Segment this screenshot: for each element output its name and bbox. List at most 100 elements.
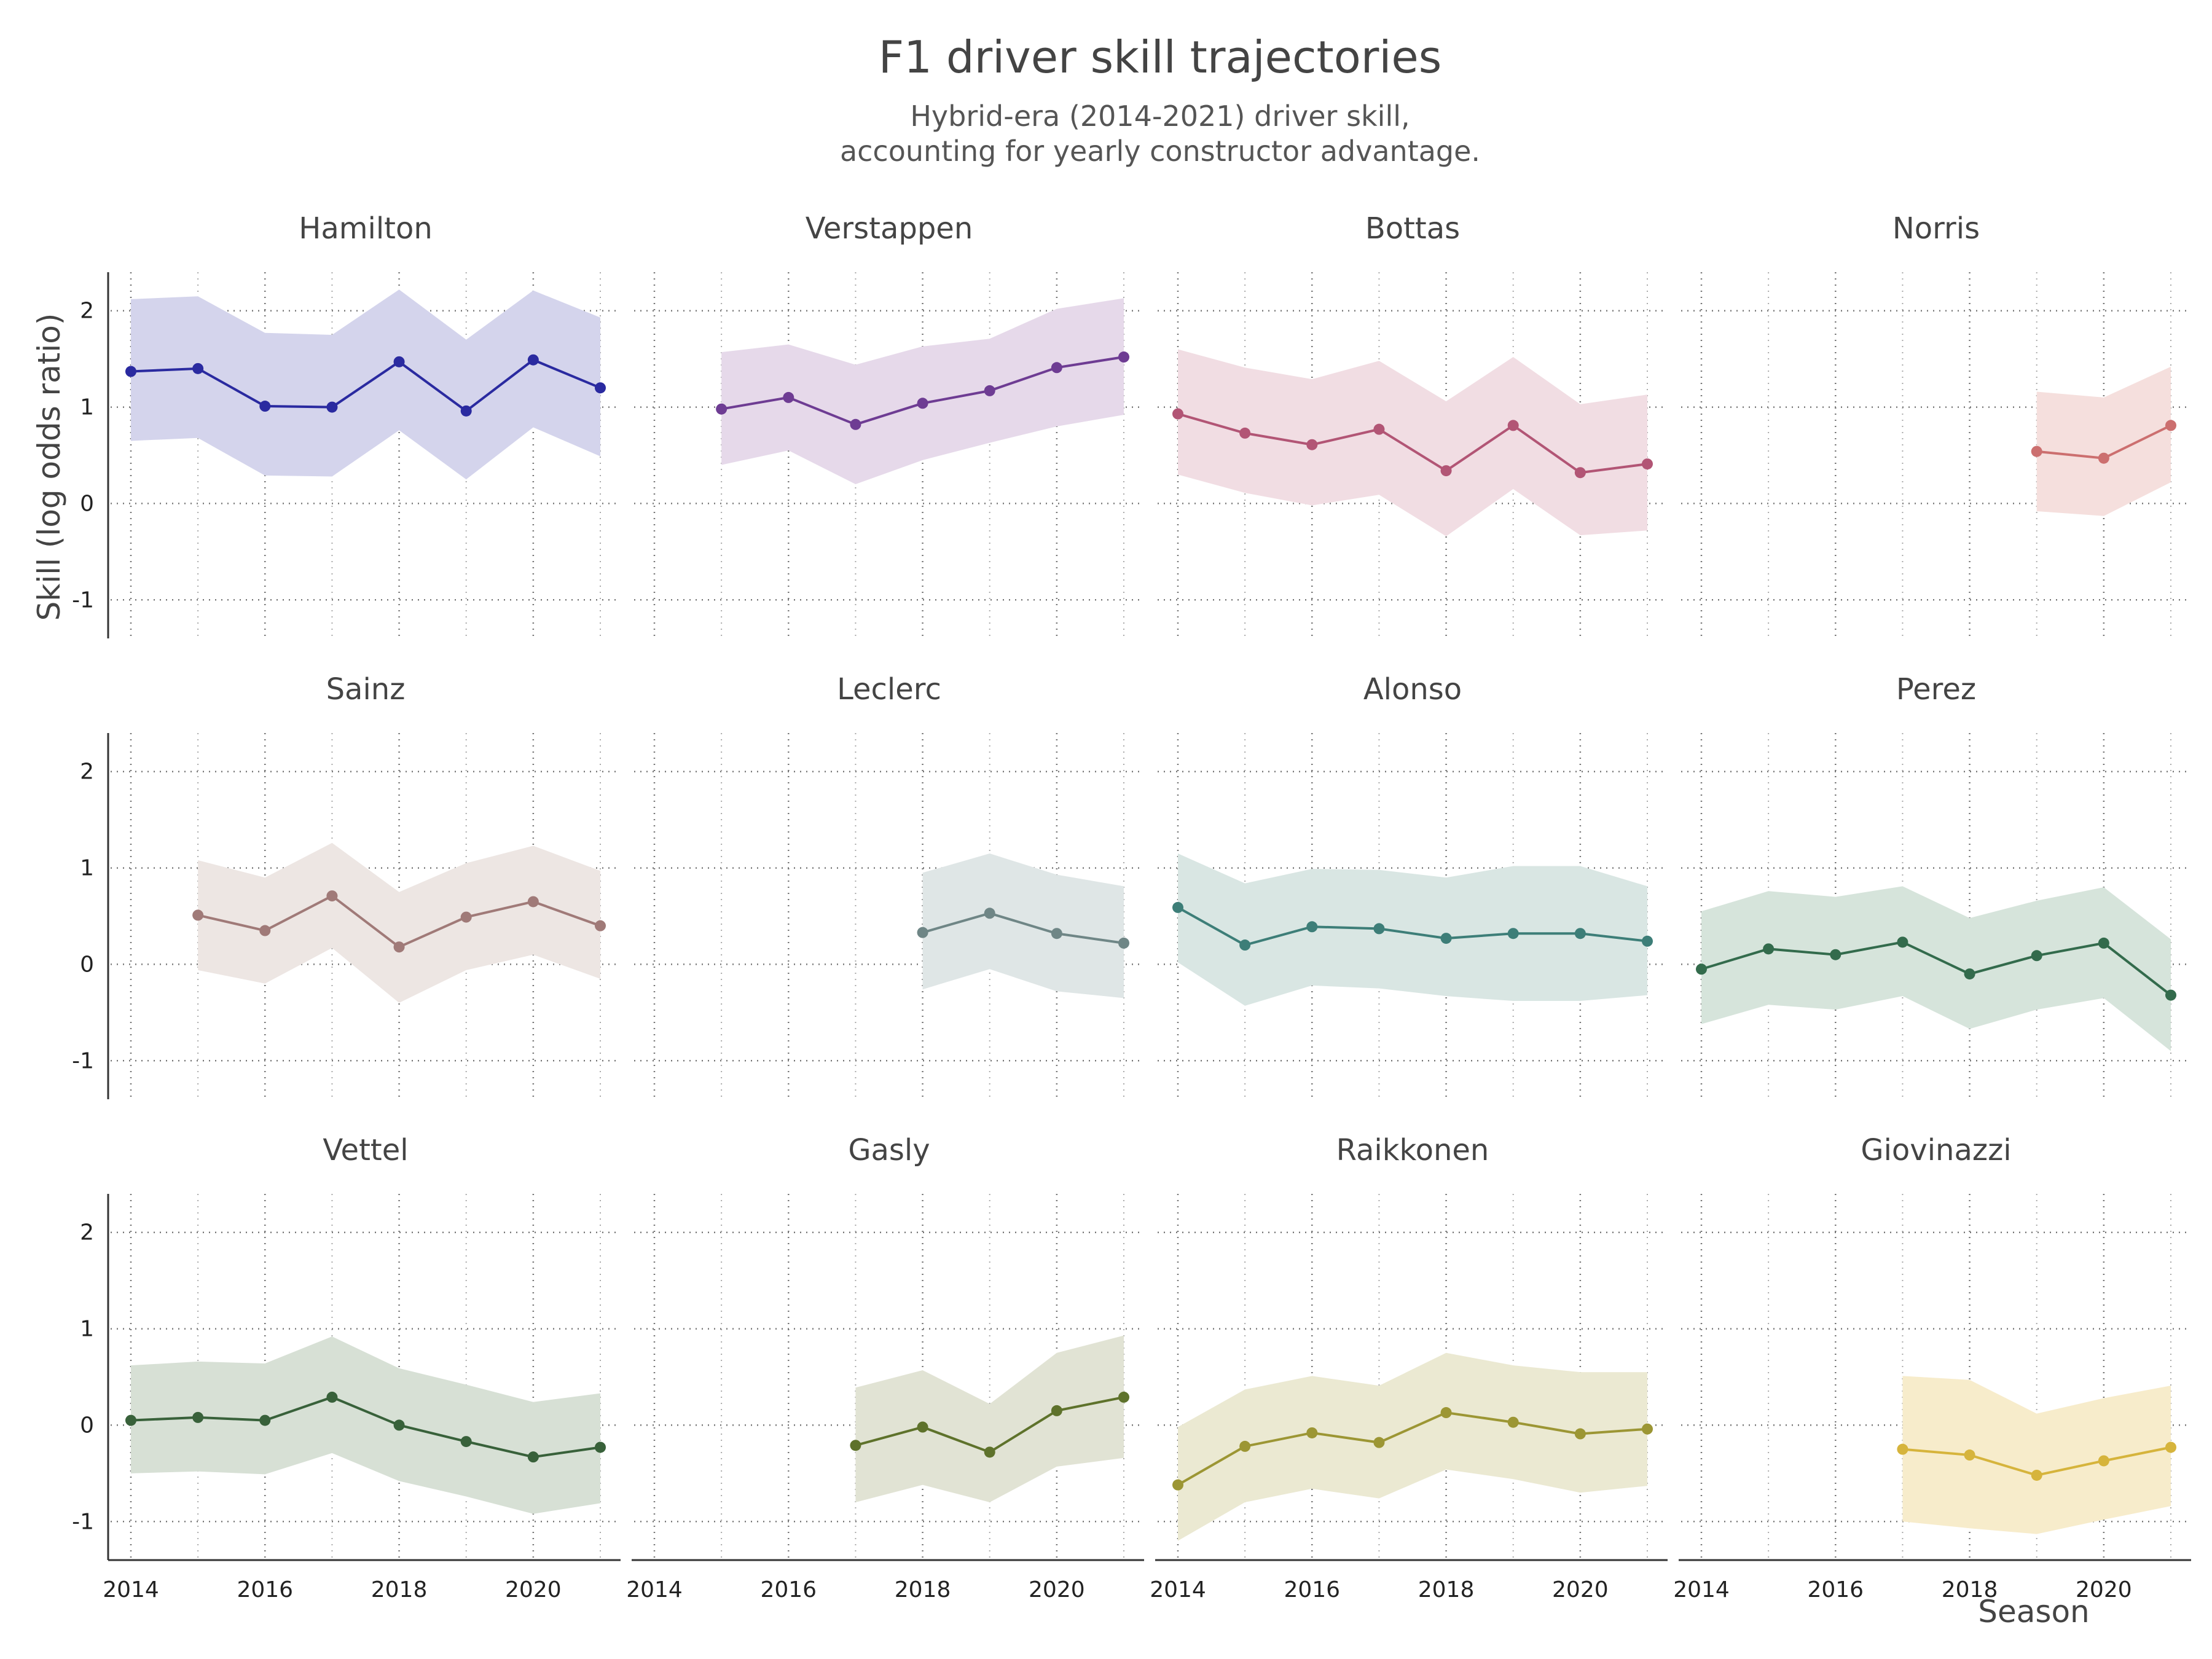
uncertainty-band-sainz [198, 842, 601, 1003]
data-point-vettel [125, 1414, 136, 1426]
x-tick-label: 2014 [626, 1577, 683, 1602]
y-tick-label: -1 [72, 1509, 94, 1534]
facet-title-verstappen: Verstappen [806, 211, 973, 246]
data-point-hamilton [326, 401, 338, 413]
data-point-alonso [1306, 921, 1318, 933]
data-point-giovinazzi [2098, 1455, 2109, 1467]
data-point-sainz [259, 925, 271, 936]
x-tick-label: 2016 [237, 1577, 293, 1602]
data-point-sainz [595, 920, 606, 931]
facet-leclerc: Leclerc [634, 672, 1144, 1099]
data-point-sainz [527, 896, 539, 908]
x-tick-label: 2014 [1150, 1577, 1206, 1602]
x-tick-label: 2014 [1673, 1577, 1730, 1602]
facet-norris: Norris [1681, 211, 2191, 638]
data-point-norris [2031, 445, 2042, 457]
data-point-giovinazzi [1964, 1449, 1975, 1461]
y-tick-label: 0 [80, 1413, 94, 1438]
data-point-giovinazzi [1897, 1443, 1908, 1455]
data-point-leclerc [984, 908, 995, 919]
y-tick-label: -1 [72, 1048, 94, 1073]
data-point-verstappen [716, 403, 728, 415]
facet-title-giovinazzi: Giovinazzi [1861, 1133, 2011, 1167]
uncertainty-band-perez [1701, 886, 2171, 1051]
uncertainty-band-raikkonen [1178, 1352, 1647, 1541]
uncertainty-band-bottas [1178, 349, 1647, 536]
data-point-perez [1763, 943, 1775, 955]
data-point-gasly [1118, 1391, 1129, 1403]
data-point-raikkonen [1440, 1407, 1452, 1419]
data-point-raikkonen [1373, 1437, 1385, 1448]
facet-title-bottas: Bottas [1365, 211, 1460, 246]
facet-title-leclerc: Leclerc [837, 672, 941, 707]
data-point-sainz [326, 890, 338, 902]
y-tick-label: 1 [80, 395, 94, 420]
series-line-perez [1701, 941, 2172, 997]
x-tick-label: 2018 [371, 1577, 428, 1602]
x-tick-label: 2014 [103, 1577, 159, 1602]
facet-vettel: Vettel -1 0 1 2 2014 2016 2018 2020 [72, 1133, 621, 1602]
data-point-alonso [1172, 901, 1183, 913]
data-point-giovinazzi [2031, 1469, 2042, 1481]
x-tick-label: 2020 [1552, 1577, 1609, 1602]
series-line-leclerc [922, 912, 1124, 944]
data-point-sainz [460, 911, 472, 923]
facet-title-gasly: Gasly [848, 1133, 930, 1167]
data-point-raikkonen [1642, 1423, 1653, 1435]
data-point-perez [1830, 949, 1841, 960]
y-tick-label: 1 [80, 1317, 94, 1342]
data-point-raikkonen [1306, 1427, 1318, 1438]
facet-title-hamilton: Hamilton [299, 211, 433, 246]
x-tick-label: 2020 [1029, 1577, 1085, 1602]
data-point-giovinazzi [2165, 1441, 2176, 1453]
series-line-alonso [1177, 906, 1648, 947]
data-point-hamilton [595, 382, 606, 394]
facet-title-sainz: Sainz [326, 672, 406, 707]
data-point-alonso [1574, 928, 1586, 939]
data-point-bottas [1642, 458, 1653, 470]
uncertainty-band-giovinazzi [1902, 1376, 2171, 1534]
facet-title-perez: Perez [1896, 672, 1976, 707]
data-point-perez [2098, 937, 2109, 949]
data-point-bottas [1239, 427, 1251, 439]
data-point-gasly [917, 1421, 928, 1433]
data-point-vettel [460, 1436, 472, 1448]
data-point-vettel [326, 1391, 338, 1403]
uncertainty-band-vettel [131, 1336, 600, 1514]
facet-gasly: Gasly 2014 2016 2018 2020 [626, 1133, 1144, 1602]
facet-hamilton: Hamilton -1 0 1 2 [72, 211, 621, 638]
uncertainty-band-norris [2036, 366, 2171, 516]
series-line-hamilton [130, 358, 601, 413]
uncertainty-band-gasly [855, 1335, 1124, 1502]
x-tick-label: 2018 [1942, 1577, 1998, 1602]
data-point-raikkonen [1239, 1440, 1251, 1452]
data-point-bottas [1172, 408, 1183, 420]
data-point-hamilton [460, 405, 472, 417]
data-point-bottas [1306, 439, 1318, 450]
uncertainty-band-verstappen [721, 298, 1124, 485]
facet-raikkonen: Raikkonen 2014 2016 2018 2020 [1150, 1133, 1668, 1602]
y-tick-label: 0 [80, 491, 94, 516]
data-point-alonso [1373, 923, 1385, 935]
data-point-perez [1897, 936, 1908, 948]
data-point-hamilton [125, 366, 136, 377]
data-point-perez [1964, 968, 1975, 980]
data-point-perez [1696, 963, 1707, 975]
data-point-bottas [1574, 467, 1586, 479]
series-line-raikkonen [1177, 1411, 1648, 1486]
data-point-raikkonen [1172, 1479, 1183, 1491]
x-axis-title: Season [1978, 1594, 2089, 1630]
y-axis-title: Skill (log odds ratio) [31, 313, 67, 621]
data-point-vettel [527, 1451, 539, 1463]
data-point-perez [2165, 989, 2176, 1001]
data-point-sainz [192, 909, 204, 921]
data-point-verstappen [984, 385, 995, 396]
y-tick-label: -1 [72, 587, 94, 613]
data-point-vettel [393, 1419, 405, 1431]
data-point-verstappen [917, 398, 928, 409]
facet-title-alonso: Alonso [1363, 672, 1462, 707]
data-point-hamilton [527, 354, 539, 366]
uncertainty-band-alonso [1178, 853, 1647, 1006]
y-tick-label: 2 [80, 299, 94, 324]
